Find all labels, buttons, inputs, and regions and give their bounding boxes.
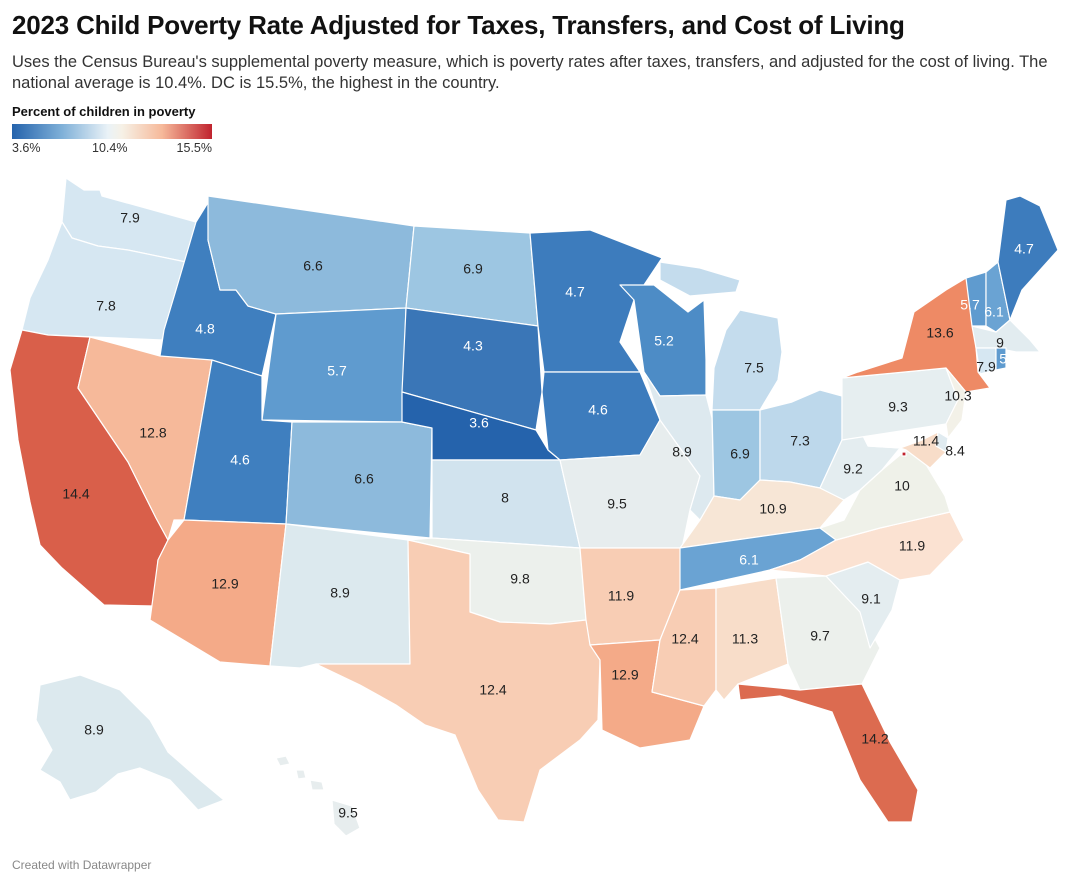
state-value-label-va: 10 <box>894 478 910 494</box>
state-value-label-ar: 11.9 <box>608 588 634 604</box>
state-value-label-mo: 9.5 <box>607 496 627 512</box>
state-value-label-il: 8.9 <box>672 444 692 460</box>
state-value-label-ak: 8.9 <box>84 722 104 738</box>
state-value-label-co: 6.6 <box>354 471 374 487</box>
state-shape-ri <box>995 347 1007 371</box>
state-shape-ak <box>35 674 225 811</box>
state-value-label-fl: 14.2 <box>861 731 888 747</box>
state-shape-me <box>997 195 1059 321</box>
state-value-label-mi: 7.5 <box>744 360 764 376</box>
state-value-label-id: 4.8 <box>195 321 215 337</box>
state-value-label-nj: 10.3 <box>944 388 971 404</box>
state-value-label-nc: 11.9 <box>899 538 925 554</box>
state-value-label-wa: 7.9 <box>120 210 140 226</box>
state-shapes <box>9 177 1059 837</box>
state-value-label-nh: 6.1 <box>984 304 1004 320</box>
state-shape-sd <box>401 307 543 431</box>
state-value-label-ok: 9.8 <box>510 571 530 587</box>
state-value-label-mn: 4.7 <box>565 284 585 300</box>
state-value-label-hi: 9.5 <box>338 805 358 821</box>
state-value-labels: 7.9 7.8 14.4 4.8 12.8 6.6 5.7 4.6 12.9 6.6 8.9 6.9 4… <box>62 210 1034 821</box>
state-shape-fl <box>737 683 919 823</box>
state-value-label-nm: 8.9 <box>330 585 350 601</box>
legend-gradient-bar <box>12 124 212 139</box>
chart-subtitle: Uses the Census Bureau's supplemental po… <box>12 53 1048 92</box>
state-value-label-or: 7.8 <box>96 298 116 314</box>
state-value-label-de: 8.4 <box>945 443 965 459</box>
state-value-label-ca: 14.4 <box>62 486 89 502</box>
state-value-label-vt: 5.7 <box>960 297 980 313</box>
state-value-label-in: 6.9 <box>730 446 750 462</box>
state-value-label-tx: 12.4 <box>479 682 506 698</box>
state-value-label-sc: 9.1 <box>861 591 881 607</box>
state-value-label-ky: 10.9 <box>759 501 786 517</box>
state-value-label-az: 12.9 <box>211 576 238 592</box>
state-value-label-nd: 6.9 <box>463 261 483 277</box>
state-shape-hi <box>275 755 361 837</box>
state-value-label-me: 4.7 <box>1014 241 1034 257</box>
legend-title: Percent of children in poverty <box>12 104 196 119</box>
state-value-label-ri: 5.7 <box>999 351 1019 367</box>
footer-credit: Created with Datawrapper <box>12 858 152 872</box>
state-value-label-sd: 4.3 <box>463 338 483 354</box>
legend-max-label: 15.5% <box>176 141 212 155</box>
state-value-label-wv: 9.2 <box>843 461 863 477</box>
legend-mid-label: 10.4% <box>92 141 128 155</box>
state-value-label-ny: 13.6 <box>926 325 953 341</box>
state-value-label-oh: 7.3 <box>790 433 810 449</box>
state-value-label-wy: 5.7 <box>327 363 347 379</box>
state-shape-md <box>867 431 947 469</box>
legend-min-label: 3.6% <box>12 141 41 155</box>
state-shape-mn <box>529 229 663 373</box>
state-value-label-md: 11.4 <box>913 433 939 449</box>
state-value-label-mt: 6.6 <box>303 258 323 274</box>
state-shape-wi <box>619 284 707 397</box>
state-shape-tx <box>315 539 601 823</box>
state-value-label-ct: 7.9 <box>976 359 996 375</box>
state-shape-co <box>285 421 433 539</box>
state-value-label-ia: 4.6 <box>588 402 608 418</box>
state-value-label-pa: 9.3 <box>888 399 908 415</box>
state-value-label-ms: 12.4 <box>671 631 698 647</box>
state-value-label-ne: 3.6 <box>469 415 489 431</box>
state-value-label-ut: 4.6 <box>230 452 250 468</box>
state-value-label-nv: 12.8 <box>139 425 166 441</box>
color-legend: Percent of children in poverty 3.6% 10.4… <box>12 104 212 157</box>
state-value-label-ks: 8 <box>501 490 509 506</box>
state-value-label-la: 12.9 <box>611 667 638 683</box>
legend-labels: 3.6% 10.4% 15.5% <box>12 141 212 157</box>
state-shape-dc <box>901 451 907 457</box>
state-shape-az <box>149 519 287 667</box>
state-shape-nv <box>77 336 213 541</box>
state-value-label-wi: 5.2 <box>654 333 674 349</box>
chart-title: 2023 Child Poverty Rate Adjusted for Tax… <box>12 10 905 40</box>
state-value-label-al: 11.3 <box>732 631 758 647</box>
state-value-label-ma: 9 <box>996 335 1004 351</box>
state-value-label-ga: 9.7 <box>810 628 830 644</box>
state-value-label-tn: 6.1 <box>739 552 759 568</box>
